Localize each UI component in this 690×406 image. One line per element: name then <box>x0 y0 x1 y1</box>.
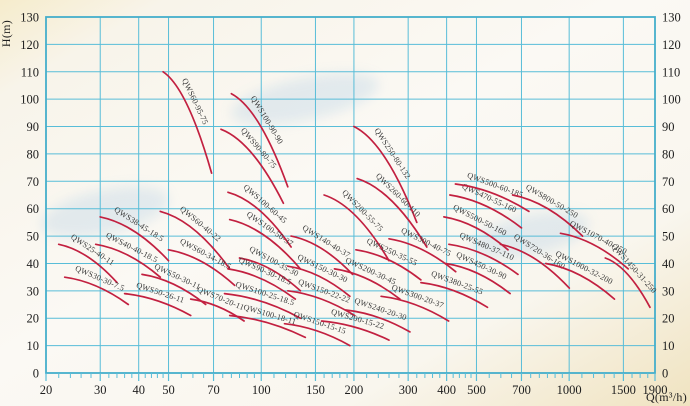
y-tick-label-left: 30 <box>27 284 40 298</box>
pump-curve <box>604 257 651 309</box>
x-tick-label: 20 <box>40 383 53 397</box>
pump-curve <box>333 268 401 300</box>
x-tick-label: 300 <box>399 383 418 397</box>
pump-curve <box>286 265 351 298</box>
pump-curve <box>94 243 162 279</box>
y-tick-label-right: 20 <box>662 312 675 326</box>
pump-curve <box>323 194 390 262</box>
pump-curve <box>388 237 457 273</box>
y-tick-label-right: 40 <box>662 257 675 271</box>
y-tick-label-right: 70 <box>662 175 675 189</box>
x-tick-label: 150 <box>306 383 325 397</box>
y-tick-label-right: 50 <box>662 230 675 244</box>
pump-curve <box>63 276 130 306</box>
pump-curve <box>511 194 584 237</box>
x-axis-title: Q(m³/h) <box>645 390 687 404</box>
pump-curve <box>286 289 356 317</box>
pump-curve <box>189 298 245 322</box>
y-tick-label-left: 100 <box>20 93 39 107</box>
pump-curve <box>228 314 307 339</box>
y-tick-label-right: 0 <box>662 367 668 381</box>
curve-label: QWS1450-31-250 <box>609 242 658 295</box>
pump-curve <box>355 248 422 281</box>
pump-curve <box>238 257 302 292</box>
pump-curve <box>99 216 170 262</box>
y-tick-label-right: 60 <box>662 202 675 216</box>
y-tick-label-right: 30 <box>662 284 675 298</box>
x-tick-label: 50 <box>162 383 175 397</box>
pump-curve <box>380 295 450 322</box>
pump-curve <box>356 177 428 248</box>
pump-curve <box>283 322 351 347</box>
y-tick-label-right: 10 <box>662 339 675 353</box>
x-tick-label: 40 <box>132 383 145 397</box>
y-tick-label-right: 110 <box>662 65 680 79</box>
x-tick-label: 400 <box>437 383 456 397</box>
pump-curve <box>162 70 213 174</box>
x-tick-label: 500 <box>467 383 486 397</box>
pump-curve <box>57 243 118 284</box>
y-tick-label-left: 120 <box>20 38 39 52</box>
pump-curve <box>444 262 511 295</box>
y-tick-label-left: 40 <box>27 257 40 271</box>
pump-curve <box>223 292 302 320</box>
x-tick-label: 700 <box>512 383 531 397</box>
y-tick-label-left: 20 <box>27 312 40 326</box>
pump-curve <box>167 248 236 287</box>
pump-curve <box>454 183 530 213</box>
y-tick-label-right: 100 <box>662 93 681 107</box>
x-tick-label: 1500 <box>611 383 636 397</box>
pump-curve <box>227 268 297 300</box>
y-tick-label-left: 90 <box>27 120 40 134</box>
curve-label: QWS250-35-55 <box>365 236 418 267</box>
y-tick-label-left: 70 <box>27 175 40 189</box>
pump-curve <box>159 210 231 270</box>
pump-curve <box>123 292 192 317</box>
pump-curve <box>420 281 489 309</box>
pump-curve <box>228 218 302 270</box>
y-tick-label-left: 130 <box>20 11 39 25</box>
x-tick-label: 100 <box>252 383 271 397</box>
y-tick-label-right: 80 <box>662 147 675 161</box>
x-tick-label: 200 <box>345 383 364 397</box>
plot-frame <box>45 16 656 374</box>
pump-curve <box>449 194 523 229</box>
y-tick-label-right: 90 <box>662 120 675 134</box>
y-tick-label-left: 10 <box>27 339 40 353</box>
x-tick-label: 1000 <box>557 383 582 397</box>
y-tick-label-right: 130 <box>662 11 681 25</box>
y-tick-label-left: 50 <box>27 230 40 244</box>
y-axis-title: H(m) <box>0 19 14 48</box>
pump-curve <box>227 191 292 248</box>
y-tick-label-left: 60 <box>27 202 40 216</box>
pump-curve <box>344 309 411 333</box>
pump-curve <box>559 232 630 270</box>
y-tick-label-left: 0 <box>33 367 39 381</box>
x-tick-label: 70 <box>207 383 220 397</box>
pump-curve <box>320 320 390 341</box>
pump-curve <box>448 243 519 276</box>
curve-label: QWS200-55-75 <box>340 188 385 233</box>
pump-curve <box>220 128 285 205</box>
y-tick-label-left: 80 <box>27 147 40 161</box>
x-tick-label: 30 <box>94 383 107 397</box>
pump-curve <box>290 235 354 276</box>
x-tick-label: 1900 <box>643 383 668 397</box>
pump-curve <box>499 243 571 289</box>
y-tick-label-left: 110 <box>21 65 39 79</box>
pump-curve <box>353 125 418 224</box>
y-tick-label-right: 120 <box>662 38 681 52</box>
pump-curve <box>230 92 289 188</box>
pump-curve <box>544 262 616 300</box>
